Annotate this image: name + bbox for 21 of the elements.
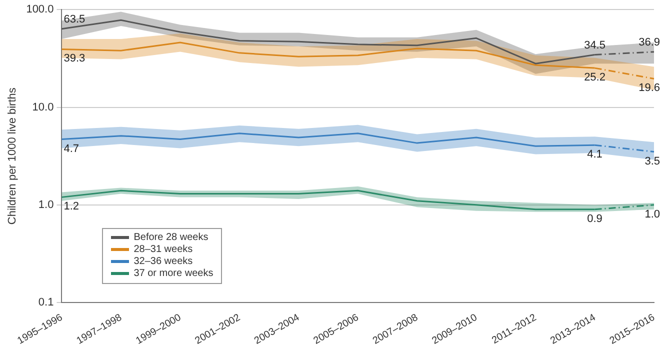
legend-label: 28–31 weeks <box>134 244 193 256</box>
data-label: 39.3 <box>64 52 86 65</box>
data-label: 1.2 <box>64 200 80 213</box>
y-tick-label: 1.0 <box>38 198 54 211</box>
legend-label: 37 or more weeks <box>134 268 214 280</box>
data-label: 19.6 <box>638 82 660 94</box>
data-label: 4.1 <box>587 148 602 161</box>
data-label: 34.5 <box>584 39 606 52</box>
legend-label: 32–36 weeks <box>134 256 193 268</box>
data-label: 4.7 <box>64 142 80 155</box>
data-label: 36.9 <box>638 36 660 48</box>
y-tick-label: 0.1 <box>38 296 54 309</box>
data-label: 0.9 <box>587 212 602 225</box>
y-tick-label: 100.0 <box>26 4 54 16</box>
legend-label: Before 28 weeks <box>134 232 208 244</box>
y-tick-label: 10.0 <box>32 101 54 114</box>
data-label: 1.0 <box>644 208 660 220</box>
y-axis-title: Children per 1000 live births <box>6 87 19 225</box>
data-label: 3.5 <box>644 155 660 168</box>
data-label: 63.5 <box>64 13 86 26</box>
data-label: 25.2 <box>584 72 606 84</box>
